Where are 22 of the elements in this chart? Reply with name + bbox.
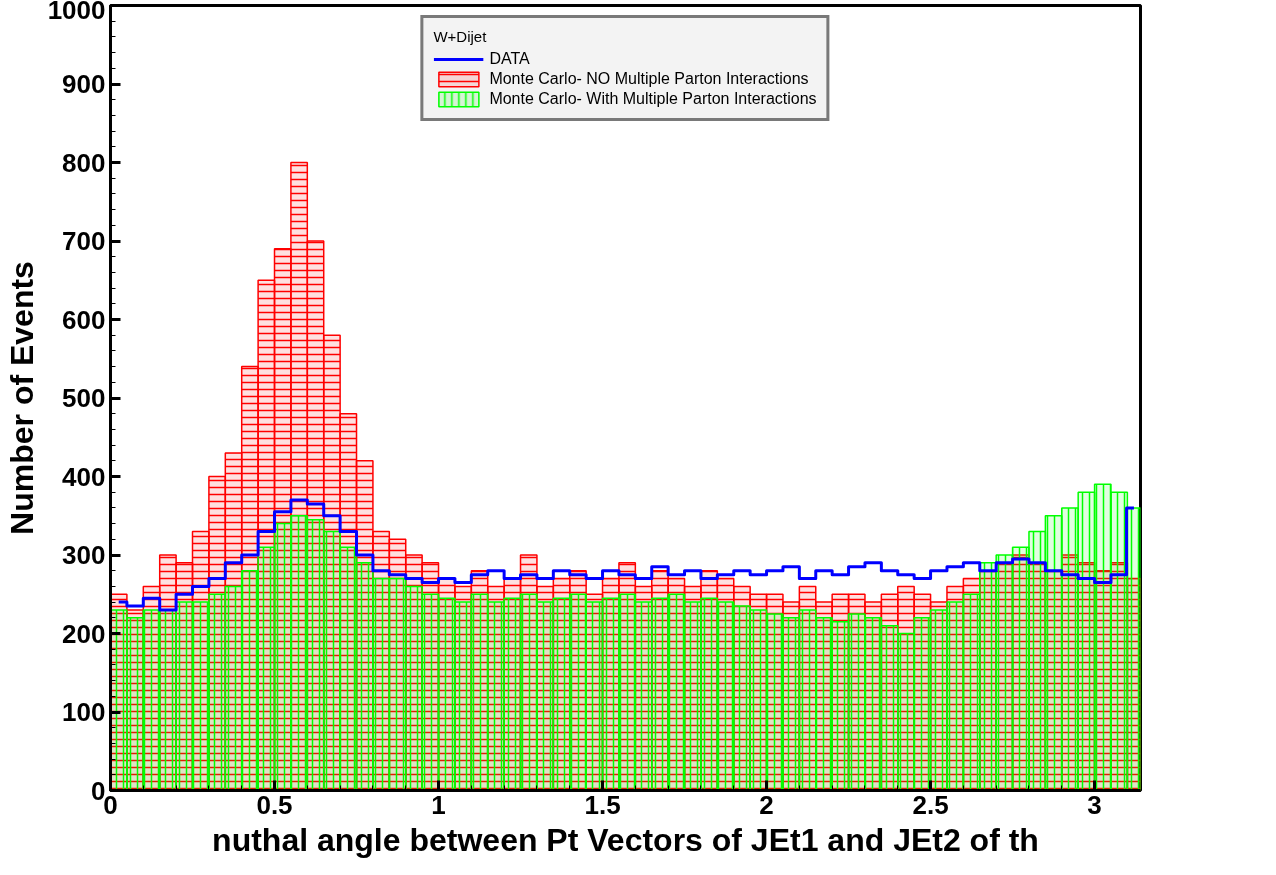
x-tick-label: 3: [1087, 789, 1102, 820]
x-tick-label: 1: [431, 789, 446, 820]
y-tick-label: 600: [62, 304, 106, 335]
legend-title: W+Dijet: [433, 28, 488, 45]
x-tick-label: 2: [759, 789, 774, 820]
y-tick-label: 300: [62, 540, 106, 570]
y-tick-label: 800: [62, 147, 106, 178]
y-tick-label: 900: [62, 69, 106, 99]
x-tick-label: 0.5: [256, 789, 293, 820]
legend-label: Monte Carlo- With Multiple Parton Interactions: [489, 90, 817, 108]
y-tick-label: 1000: [47, 0, 106, 25]
y-tick-label: 100: [62, 697, 106, 727]
legend-label: DATA: [489, 50, 530, 68]
y-tick-label: 400: [62, 461, 106, 492]
y-tick-label: 200: [62, 618, 106, 649]
x-tick-label: 2.5: [912, 789, 949, 820]
x-axis-title: nuthal angle between Pt Vectors of JEt1 and JEt2 of th: [212, 821, 1039, 858]
y-tick-label: 500: [62, 383, 106, 413]
y-tick-label: 700: [62, 226, 106, 256]
legend-label: Monte Carlo- NO Multiple Parton Interactions: [489, 70, 809, 88]
x-tick-label: 1.5: [584, 789, 621, 820]
y-axis-title: Number of Events: [3, 261, 40, 535]
